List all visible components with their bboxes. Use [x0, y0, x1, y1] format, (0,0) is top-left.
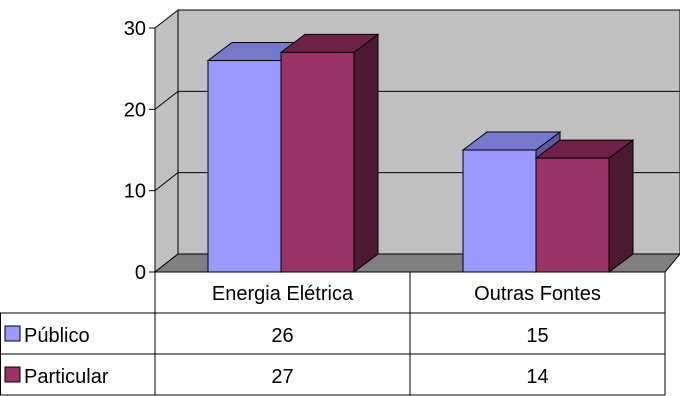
category-label: Energia Elétrica [212, 283, 354, 305]
legend-label: Particular [24, 366, 109, 388]
bar-front [535, 157, 610, 273]
bars [206, 33, 635, 273]
legend-swatch [4, 325, 21, 342]
bar [534, 139, 635, 273]
y-tick-label: 30 [124, 18, 146, 40]
chart-side-wall [154, 8, 179, 274]
data-value: 27 [271, 366, 293, 388]
bar [279, 33, 380, 273]
y-tick-marks [149, 27, 155, 273]
bar-side [353, 33, 379, 273]
bar-front [207, 60, 282, 273]
legend-label: Público [24, 325, 90, 347]
category-label: Outras Fontes [474, 283, 601, 305]
bar-front [280, 51, 355, 273]
y-tick-label: 20 [124, 99, 146, 121]
y-tick-label: 10 [124, 181, 146, 203]
gridline [154, 90, 680, 110]
legend-swatch [4, 366, 21, 383]
data-value: 14 [526, 366, 548, 388]
data-table: Energia Elétrica Outras Fontes Público 26 15… [0, 271, 666, 396]
bar-front [462, 149, 537, 273]
y-tick-labels: 0 10 20 30 [124, 18, 146, 284]
data-value: 26 [271, 325, 293, 347]
bar-side [608, 139, 634, 273]
data-value: 15 [526, 325, 548, 347]
y-tick-label: 0 [135, 262, 146, 284]
